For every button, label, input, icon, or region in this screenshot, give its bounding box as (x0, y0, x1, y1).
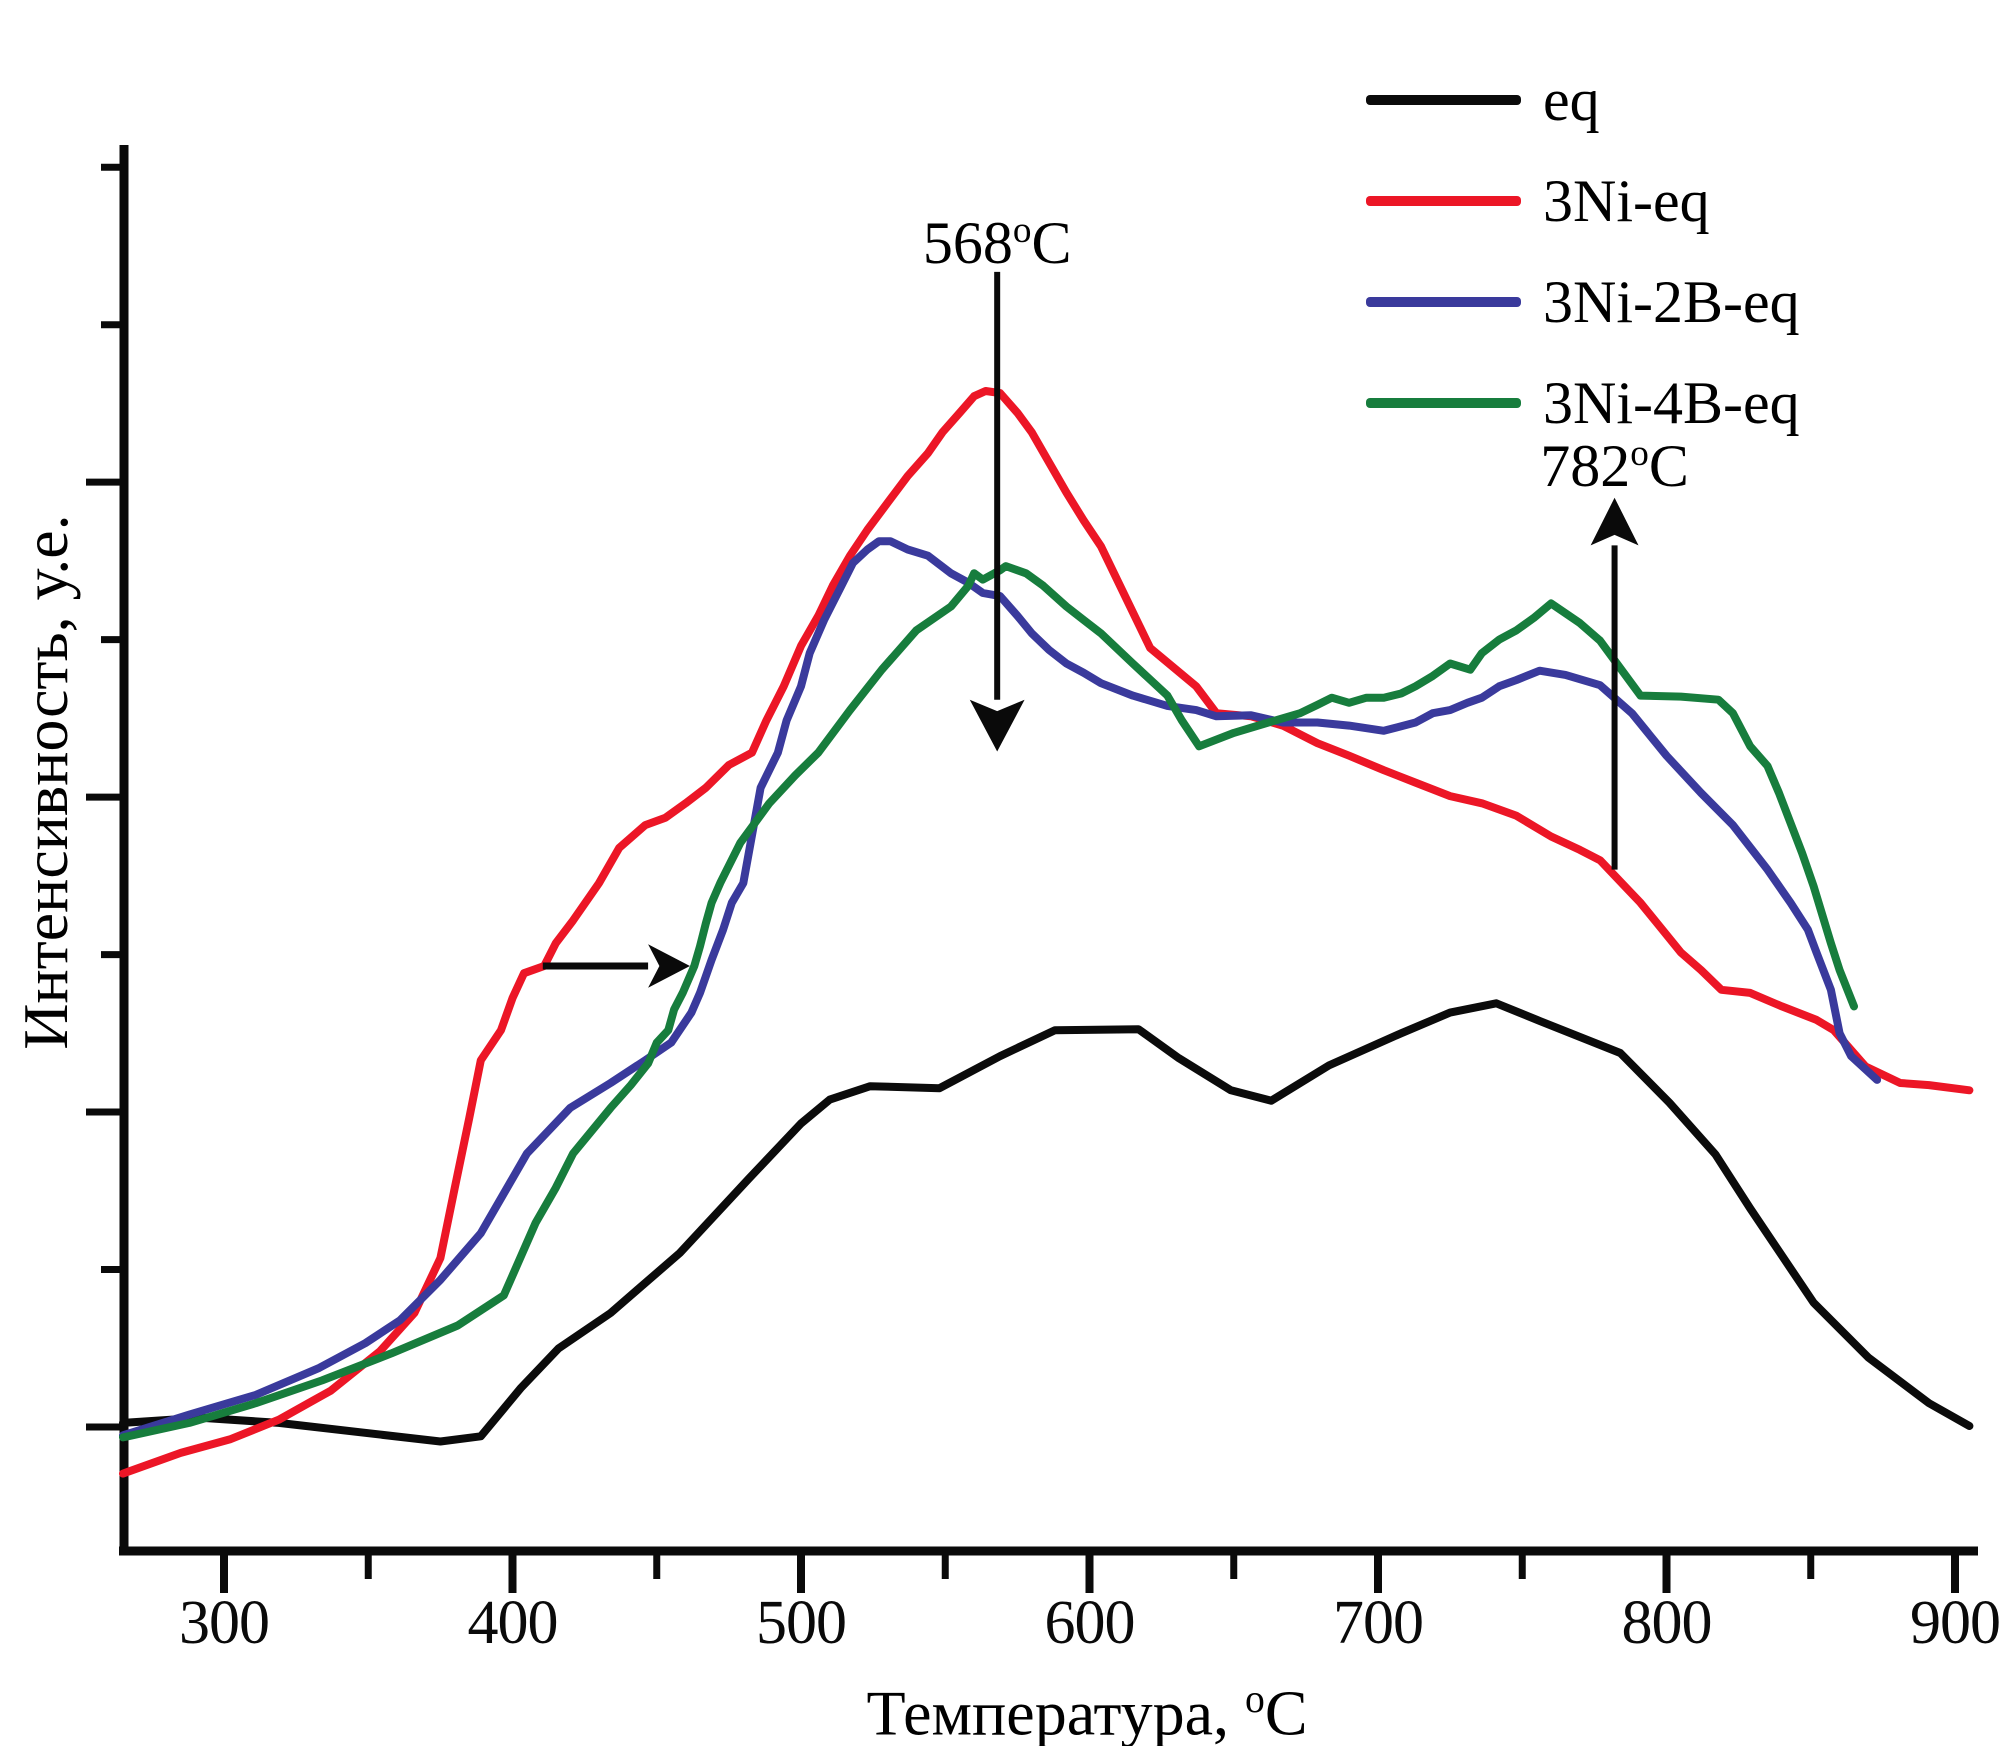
annotation-label-568c: 568oC (922, 210, 1072, 277)
legend-line-3ni-4b-eq (1366, 397, 1521, 408)
legend: eq 3Ni-eq 3Ni-2B-eq 3Ni-4B-eq (1366, 49, 1800, 453)
curve-3ni-eq (119, 387, 1974, 1478)
legend-item-eq: eq (1366, 49, 1800, 150)
degree-superscript: o (1012, 210, 1032, 252)
x-tick-label-300: 300 (179, 1589, 270, 1657)
legend-line-3ni-2b-eq (1366, 296, 1521, 307)
peak-782-arrowhead (1590, 497, 1639, 546)
legend-line-eq (1366, 94, 1521, 105)
degree-superscript: o (1630, 433, 1649, 475)
legend-label-3ni-eq: 3Ni-eq (1543, 167, 1710, 234)
x-tick-label-400: 400 (467, 1589, 559, 1657)
shift-arrow-arrowhead (648, 944, 690, 988)
x-tick-label-800: 800 (1621, 1589, 1713, 1657)
curve-3ni-4b-eq (119, 562, 1858, 1442)
x-tick-label-700: 700 (1333, 1589, 1424, 1657)
curve-3ni-2b-eq (119, 537, 1882, 1440)
legend-label-3ni-2b-eq: 3Ni-2B-eq (1543, 268, 1800, 335)
legend-label-eq: eq (1543, 66, 1600, 133)
legend-label-3ni-4b-eq: 3Ni-4B-eq (1543, 369, 1800, 436)
peak-568-arrowhead (969, 699, 1025, 752)
legend-item-3ni-4b-eq: 3Ni-4B-eq (1366, 352, 1800, 453)
legend-item-3ni-eq: 3Ni-eq (1366, 150, 1800, 251)
degree-superscript: o (1244, 1677, 1265, 1721)
legend-item-3ni-2b-eq: 3Ni-2B-eq (1366, 251, 1800, 352)
annotation-label-782c: 782oC (1540, 433, 1689, 500)
x-tick-label-900: 900 (1910, 1589, 2001, 1657)
y-axis-title: Интенсивность, у.е. (10, 514, 81, 1050)
legend-line-3ni-eq (1366, 195, 1521, 206)
curve-eq (119, 999, 1974, 1446)
x-tick-label-600: 600 (1044, 1589, 1136, 1657)
x-axis-title: Температура, oC (866, 1677, 1308, 1746)
x-tick-label-500: 500 (756, 1589, 847, 1657)
